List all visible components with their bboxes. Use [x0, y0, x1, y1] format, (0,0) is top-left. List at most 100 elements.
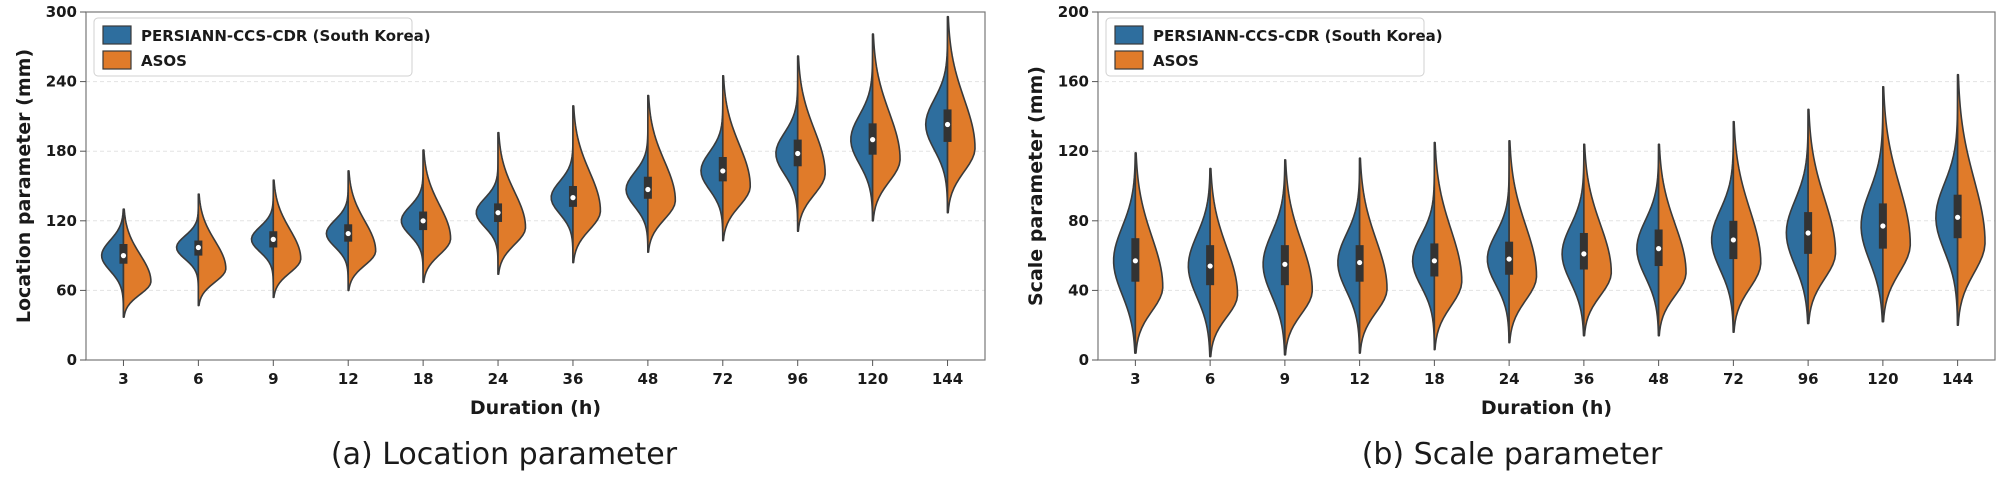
violin-median-dot	[795, 150, 801, 157]
violin-median-dot	[495, 210, 501, 216]
violin-persiann	[1112, 152, 1137, 354]
y-tick-label: 160	[1058, 73, 1089, 91]
violin-median-dot	[120, 253, 127, 259]
x-tick-label: 9	[1280, 370, 1290, 388]
legend-label-asos: ASOS	[141, 52, 187, 70]
violin-median-dot	[1207, 263, 1213, 269]
x-tick-label: 9	[268, 370, 278, 388]
violin-median-dot	[420, 218, 426, 224]
y-axis-label: Location parameter (mm)	[13, 49, 35, 323]
violin-asos	[1134, 152, 1164, 354]
chart-panel-location: 0 60 120 180 240 300 Location parameter (mm) Du…	[13, 3, 986, 419]
x-tick-label: 24	[1499, 370, 1520, 388]
x-tick-label: 144	[932, 370, 963, 388]
x-tick-label: 48	[637, 370, 658, 388]
x-tick-label: 96	[1798, 370, 1819, 388]
violin-median-dot	[1282, 261, 1288, 267]
legend-label-persiann: PERSIANN-CCS-CDR (South Korea)	[1153, 27, 1443, 45]
violin-asos	[871, 33, 901, 222]
y-tick-label: 300	[46, 3, 77, 21]
legend-box	[1105, 17, 1425, 77]
violin-median-dot	[1805, 230, 1811, 236]
violin-asos	[272, 179, 302, 299]
violin-persiann	[550, 105, 574, 264]
violin-asos	[1358, 157, 1388, 354]
x-tick-label: 120	[1867, 370, 1898, 388]
violin-asos	[572, 105, 602, 264]
location-parameter-chart: 0 60 120 180 240 300 Location parameter (mm) Du…	[13, 3, 986, 419]
legend-swatch-asos	[102, 50, 132, 70]
x-tick-label: 6	[1205, 370, 1215, 388]
violin-median-dot	[570, 195, 576, 201]
x-tick-label: 3	[118, 370, 128, 388]
violin-median-dot	[345, 230, 351, 237]
y-tick-label: 40	[1068, 281, 1089, 299]
y-tick-label: 0	[1079, 351, 1089, 369]
violin-median-dot	[1132, 258, 1138, 264]
y-tick-label: 200	[1058, 3, 1089, 21]
violin-asos	[1956, 73, 1986, 326]
violin-asos	[1433, 141, 1463, 351]
violin-median-dot	[1357, 259, 1363, 266]
violin-median-dot	[1581, 251, 1587, 257]
x-tick-label: 36	[563, 370, 584, 388]
violin-asos	[1209, 167, 1239, 358]
scale-parameter-chart: 0 40 80 120 160 200 Scale parameter (mm) Durati…	[1025, 3, 1996, 419]
legend: PERSIANN-CCS-CDR (South Korea) ASOS	[1105, 17, 1443, 77]
violin-asos	[1508, 139, 1538, 344]
x-tick-label: 72	[712, 370, 733, 388]
x-tick-label: 12	[1349, 370, 1370, 388]
x-tick-label: 6	[193, 370, 203, 388]
legend-label-persiann: PERSIANN-CCS-CDR (South Korea)	[141, 27, 431, 45]
violin-asos	[122, 208, 152, 318]
violin-persiann	[1187, 167, 1211, 358]
violin-asos	[1732, 120, 1762, 333]
violin-median-dot	[195, 244, 201, 251]
y-tick-label: 0	[67, 351, 77, 369]
plot-frame	[1097, 11, 1996, 361]
violin-iqr-box	[1579, 232, 1588, 270]
x-tick-label: 48	[1648, 370, 1669, 388]
violin-asos	[721, 75, 752, 242]
violin-median-dot	[1880, 223, 1886, 229]
legend-swatch-persiann	[102, 25, 132, 45]
legend-label-asos: ASOS	[1153, 52, 1199, 70]
violin-median-dot	[1730, 237, 1736, 243]
legend-swatch-asos	[1114, 50, 1144, 70]
violin-median-dot	[870, 137, 876, 143]
violin-asos	[1583, 143, 1613, 337]
violin-asos	[1882, 86, 1912, 323]
y-tick-label: 80	[1068, 212, 1089, 230]
x-tick-label: 120	[857, 370, 888, 388]
x-tick-label: 18	[1424, 370, 1445, 388]
x-tick-label: 96	[787, 370, 808, 388]
x-axis-label: Duration (h)	[1481, 397, 1612, 419]
legend-box	[93, 17, 413, 77]
y-axis-label: Scale parameter (mm)	[1025, 66, 1047, 306]
violin-asos	[422, 149, 452, 284]
y-tick-label: 120	[46, 212, 77, 230]
violin-asos	[1284, 159, 1314, 356]
violin-median-dot	[1431, 258, 1437, 264]
x-axis-label: Duration (h)	[470, 397, 601, 419]
caption-location: (a) Location parameter	[330, 437, 678, 472]
violin-median-dot	[720, 168, 726, 174]
violin-persiann	[625, 94, 649, 253]
caption-scale: (b) Scale parameter	[1361, 437, 1663, 472]
y-tick-label: 120	[1058, 142, 1089, 160]
plot-frame	[85, 11, 986, 361]
violin-asos	[1807, 108, 1837, 325]
chart-panel-scale: 0 40 80 120 160 200 Scale parameter (mm) Durati…	[1008, 0, 2016, 481]
legend-swatch-persiann	[1114, 25, 1144, 45]
legend: PERSIANN-CCS-CDR (South Korea) ASOS	[93, 17, 431, 77]
violin-median-dot	[1656, 246, 1662, 252]
violin-median-dot	[1506, 256, 1512, 262]
x-tick-label: 18	[413, 370, 434, 388]
x-tick-label: 12	[338, 370, 359, 388]
violin-median-dot	[270, 236, 276, 242]
y-tick-label: 180	[46, 142, 77, 160]
violin-median-dot	[645, 186, 651, 193]
y-tick-label: 60	[56, 281, 77, 299]
violin-persiann	[1262, 159, 1286, 356]
y-tick-label: 240	[46, 73, 77, 91]
